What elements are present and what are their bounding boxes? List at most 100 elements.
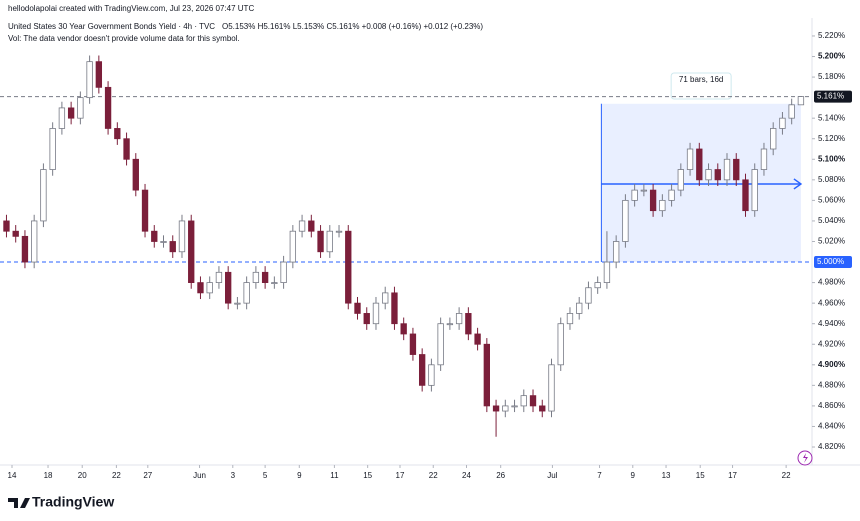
x-tick-label: 22 <box>112 471 121 480</box>
candle-body <box>289 230 297 263</box>
candle-body <box>400 323 407 335</box>
candle-body <box>585 287 592 304</box>
candle-body <box>760 148 768 170</box>
attribution: hellodolapolai created with TradingView.… <box>8 4 254 13</box>
x-tick-label: 7 <box>597 471 602 480</box>
x-tick-label: 18 <box>44 471 53 480</box>
x-tick-label: 5 <box>263 471 268 480</box>
x-tick-label: 17 <box>396 471 405 480</box>
candle-body <box>21 235 29 263</box>
candle-body <box>188 220 195 283</box>
candle-body <box>742 179 749 212</box>
y-tick-label: 4.900% <box>818 360 845 369</box>
candle-body <box>677 169 684 191</box>
y-tick-label: 5.100% <box>818 154 845 163</box>
candle-body <box>298 220 306 232</box>
candle-body <box>49 128 56 170</box>
y-tick-label: 4.940% <box>818 319 845 328</box>
candle-body <box>511 405 518 408</box>
candle-body <box>576 302 583 314</box>
y-tick-label: 4.880% <box>818 380 845 389</box>
x-tick-label: 20 <box>78 471 87 480</box>
candle-body <box>455 313 463 325</box>
logo: TradingView <box>8 494 114 510</box>
x-tick-label: 22 <box>429 471 438 480</box>
x-tick-label: 22 <box>782 471 791 480</box>
y-tick-label: 5.140% <box>818 113 845 122</box>
candle-body <box>317 230 324 253</box>
x-tick-label: 17 <box>728 471 737 480</box>
candle-body <box>345 230 352 304</box>
candle-body <box>788 104 795 119</box>
candle-body <box>751 169 758 212</box>
x-tick-label: 15 <box>696 471 705 480</box>
candle-body <box>372 302 380 325</box>
candle-body <box>40 169 47 222</box>
x-tick-label: 11 <box>330 471 339 480</box>
candle-body <box>566 313 574 325</box>
candle-body <box>3 220 10 232</box>
candle-body <box>31 220 38 263</box>
candle-body <box>77 97 84 119</box>
y-tick-label: 5.080% <box>818 175 845 184</box>
candle-body <box>114 128 121 140</box>
logo-icon <box>8 498 30 508</box>
candle-body <box>169 241 176 253</box>
alert-icon[interactable] <box>797 450 813 466</box>
y-tick-label: 4.960% <box>818 298 845 307</box>
measure-label: 71 bars, 16d <box>679 75 723 84</box>
candle-body <box>178 220 186 253</box>
level-line-label: 5.000% <box>817 257 844 266</box>
y-tick-label: 5.180% <box>818 72 845 81</box>
candle-body <box>686 148 694 170</box>
x-tick-label: 24 <box>462 471 471 480</box>
price-line-tag <box>814 90 852 103</box>
candle-body <box>622 199 629 242</box>
y-tick-label: 4.980% <box>818 278 845 287</box>
candle-body <box>252 271 260 283</box>
y-tick-label: 5.120% <box>818 134 845 143</box>
x-tick-label: 26 <box>496 471 505 480</box>
candle-body <box>58 107 66 129</box>
candle-body <box>474 333 481 345</box>
x-tick-label: 3 <box>231 471 236 480</box>
candle-body <box>206 282 213 294</box>
y-tick-label: 5.200% <box>818 52 845 61</box>
candle-body <box>659 199 666 212</box>
candle-body <box>215 271 223 283</box>
candle-body <box>612 241 620 263</box>
candle-body <box>326 230 333 253</box>
ohlc-summary: O5.153% H5.161% L5.153% C5.161% +0.008 (… <box>222 22 483 31</box>
candle-body <box>418 354 426 386</box>
y-tick-label: 4.820% <box>818 442 845 451</box>
logo-text: TradingView <box>32 494 114 510</box>
x-tick-label: 27 <box>143 471 152 480</box>
candle-body <box>640 189 648 192</box>
measure-label-box <box>670 72 732 100</box>
x-tick-label: 13 <box>662 471 671 480</box>
candle-body <box>465 313 472 335</box>
candle-body <box>483 343 491 407</box>
volume-note: Vol: The data vendor doesn't provide vol… <box>8 34 240 43</box>
candle-body <box>696 148 703 181</box>
y-tick-label: 5.040% <box>818 216 845 225</box>
candle-body <box>197 282 204 294</box>
price-line-label: 5.161% <box>817 92 844 101</box>
candle-body <box>733 158 740 181</box>
alert-bolt <box>803 453 808 463</box>
x-tick-label: 14 <box>8 471 17 480</box>
candle-body <box>308 220 315 232</box>
candle-body <box>86 61 93 99</box>
y-tick-label: 5.060% <box>818 195 845 204</box>
chart-title: United States 30 Year Government Bonds Y… <box>8 22 215 31</box>
candle-body <box>603 261 611 283</box>
candle-body <box>649 189 657 212</box>
candle-body <box>779 117 786 129</box>
candle-body <box>234 302 241 305</box>
measure-box <box>601 103 801 263</box>
x-tick-label: 9 <box>631 471 636 480</box>
candle-body <box>382 292 389 304</box>
x-tick-label: 9 <box>297 471 302 480</box>
candle-body <box>335 230 343 233</box>
